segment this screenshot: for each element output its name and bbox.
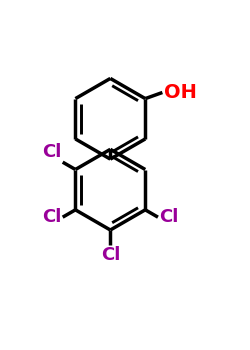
Text: Cl: Cl	[42, 143, 62, 161]
Text: Cl: Cl	[101, 246, 120, 264]
Text: Cl: Cl	[42, 208, 62, 226]
Text: OH: OH	[164, 83, 196, 102]
Text: Cl: Cl	[159, 208, 178, 226]
